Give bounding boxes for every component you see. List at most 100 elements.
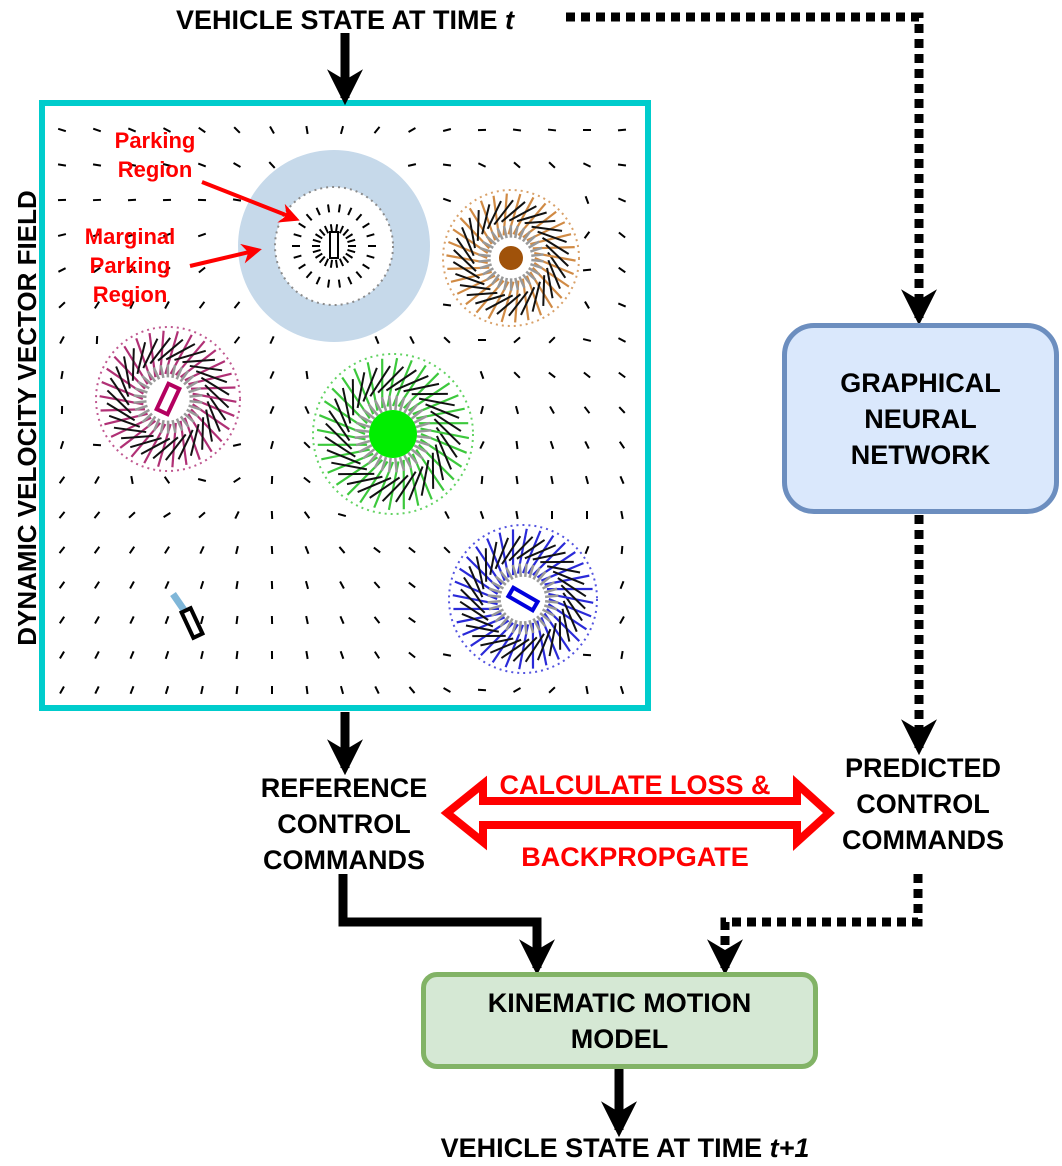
field-vector (305, 615, 309, 625)
obstacle-vector (531, 225, 563, 232)
obstacle-vector (523, 563, 528, 578)
field-vector (162, 163, 172, 167)
obstacle-influence-boundary (95, 326, 241, 472)
obstacle-vector (434, 444, 445, 481)
obstacle-vector (524, 633, 545, 663)
field-vector (620, 545, 624, 555)
parking-vector (323, 258, 330, 267)
obstacle-vector (346, 475, 383, 486)
field-vector (164, 615, 170, 625)
parking-vector (338, 225, 345, 234)
obstacle-vector (328, 410, 351, 442)
field-vector (233, 336, 241, 344)
parking-vector (347, 207, 353, 216)
field-vector (58, 546, 66, 554)
obstacle-vector (129, 437, 162, 449)
ego-vehicle (178, 605, 206, 641)
ego-heading-indicator (170, 592, 187, 612)
obstacle-vector (518, 620, 523, 635)
obstacle-vector (460, 588, 486, 614)
obstacle-vector (479, 263, 493, 270)
obstacle-vector (430, 410, 462, 432)
obstacle-vector (487, 599, 502, 604)
obstacle-vector (475, 293, 506, 305)
parking-vector (355, 213, 363, 221)
obstacle-vector (525, 235, 536, 246)
obstacle-vector (546, 267, 554, 299)
parking-region (274, 186, 394, 306)
obstacle-vector (461, 612, 494, 628)
field-vector (338, 546, 346, 554)
field-vector (57, 267, 67, 273)
field-vector (620, 650, 624, 660)
obstacle-vector (508, 536, 534, 562)
parking-vector (312, 248, 321, 254)
obstacle-vector (543, 587, 558, 594)
obstacle-vector (478, 253, 491, 258)
parking-vector (293, 233, 302, 238)
field-vector (304, 405, 310, 415)
obstacle-vector (394, 395, 399, 411)
reference-control-label: REFERENCE CONTROL COMMANDS (234, 770, 454, 878)
obstacle-vector (542, 581, 555, 590)
blue-obstacle-vehicle (505, 584, 541, 614)
predicted-line-2: CONTROL (856, 789, 990, 819)
obstacle-vector (459, 284, 491, 291)
obstacle-vector (407, 403, 419, 417)
obstacle-vector (523, 620, 528, 635)
field-vector (303, 476, 311, 484)
green-obstacle (369, 410, 417, 458)
reference-to-kinematic-arrow (338, 874, 555, 976)
field-vector (162, 232, 172, 238)
field-vector (59, 651, 65, 659)
field-vector (373, 651, 381, 659)
parking-region-pointer (201, 180, 300, 223)
obstacle-vector (542, 275, 546, 306)
obstacle-vector (479, 246, 492, 253)
field-vector (129, 581, 135, 589)
obstacle-vector (395, 471, 417, 503)
field-vector (269, 405, 275, 415)
field-vector (619, 616, 625, 624)
obstacle-vector (501, 535, 522, 565)
obstacle-vector (527, 240, 540, 249)
field-vector (443, 336, 451, 344)
field-vector (442, 303, 452, 307)
obstacle-vector (109, 377, 130, 406)
obstacle-vector (476, 210, 480, 241)
obstacle-vector (175, 366, 184, 380)
parking-vector (366, 233, 375, 238)
obstacle-vector (459, 600, 489, 621)
field-vector (618, 266, 626, 274)
parking-vector (305, 271, 313, 279)
field-vector (235, 685, 239, 695)
parking-vector (342, 228, 350, 237)
field-vector (93, 511, 101, 519)
obstacle-vector (398, 396, 406, 412)
field-vector (59, 336, 65, 344)
field-vector (269, 126, 275, 134)
field-vector (305, 685, 309, 695)
obstacle-vector (394, 374, 429, 391)
field-vector (442, 197, 452, 203)
obstacle-vector (539, 575, 552, 586)
field-vector (58, 511, 66, 519)
obstacle-vector (518, 227, 526, 240)
field-vector (409, 335, 415, 345)
field-vector (94, 685, 100, 695)
obstacle-vector (381, 474, 409, 502)
field-vector (618, 441, 626, 449)
field-vector (235, 580, 239, 590)
gnn-line-2: NEURAL (864, 403, 977, 434)
obstacle-vector (188, 404, 202, 411)
field-vector (583, 406, 591, 414)
parking-vector (337, 204, 341, 213)
field-vector (512, 128, 522, 132)
obstacle-vector (123, 356, 131, 389)
obstacle-vector (511, 619, 518, 634)
parking-vector (298, 263, 306, 270)
obstacle-vector (453, 249, 477, 272)
obstacle-vector (420, 459, 430, 496)
obstacle-vector (496, 276, 504, 289)
parking-vector (329, 224, 333, 233)
